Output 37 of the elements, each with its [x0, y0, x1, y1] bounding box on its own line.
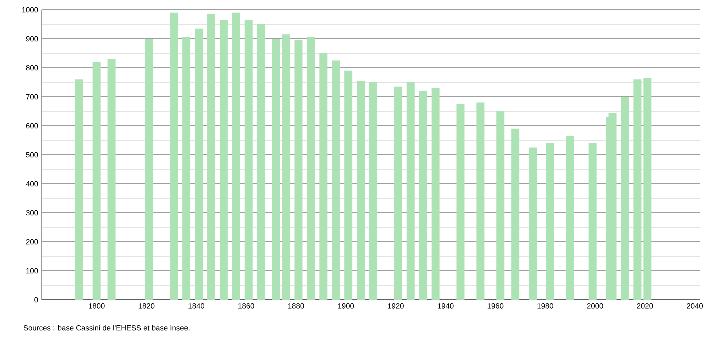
bar [634, 80, 642, 300]
bar [406, 82, 415, 300]
bar [496, 111, 505, 300]
bar [145, 38, 154, 300]
bar [307, 38, 316, 300]
bar [432, 88, 440, 300]
bar [108, 59, 116, 300]
bar [232, 12, 240, 300]
bar [394, 86, 402, 300]
bar [419, 91, 428, 300]
bar [75, 80, 84, 300]
bar [195, 28, 204, 300]
bar [608, 112, 617, 300]
bar [244, 20, 253, 300]
bar [170, 12, 178, 300]
bar [92, 62, 101, 300]
bar [320, 53, 328, 300]
bar [566, 136, 574, 300]
bar [529, 148, 538, 300]
bar [257, 24, 266, 300]
bar [546, 143, 554, 300]
bar [357, 81, 366, 300]
bar [332, 60, 340, 300]
bar [644, 78, 652, 300]
bar [588, 143, 597, 300]
bar [344, 70, 353, 300]
bar [182, 38, 191, 300]
bar [220, 20, 228, 300]
bar [282, 34, 290, 300]
bar [272, 38, 280, 300]
bar [512, 128, 520, 300]
bar [207, 14, 216, 300]
bar [456, 104, 465, 300]
bar [294, 40, 303, 300]
bar [370, 82, 378, 300]
bar [621, 96, 630, 300]
bar [476, 102, 485, 300]
